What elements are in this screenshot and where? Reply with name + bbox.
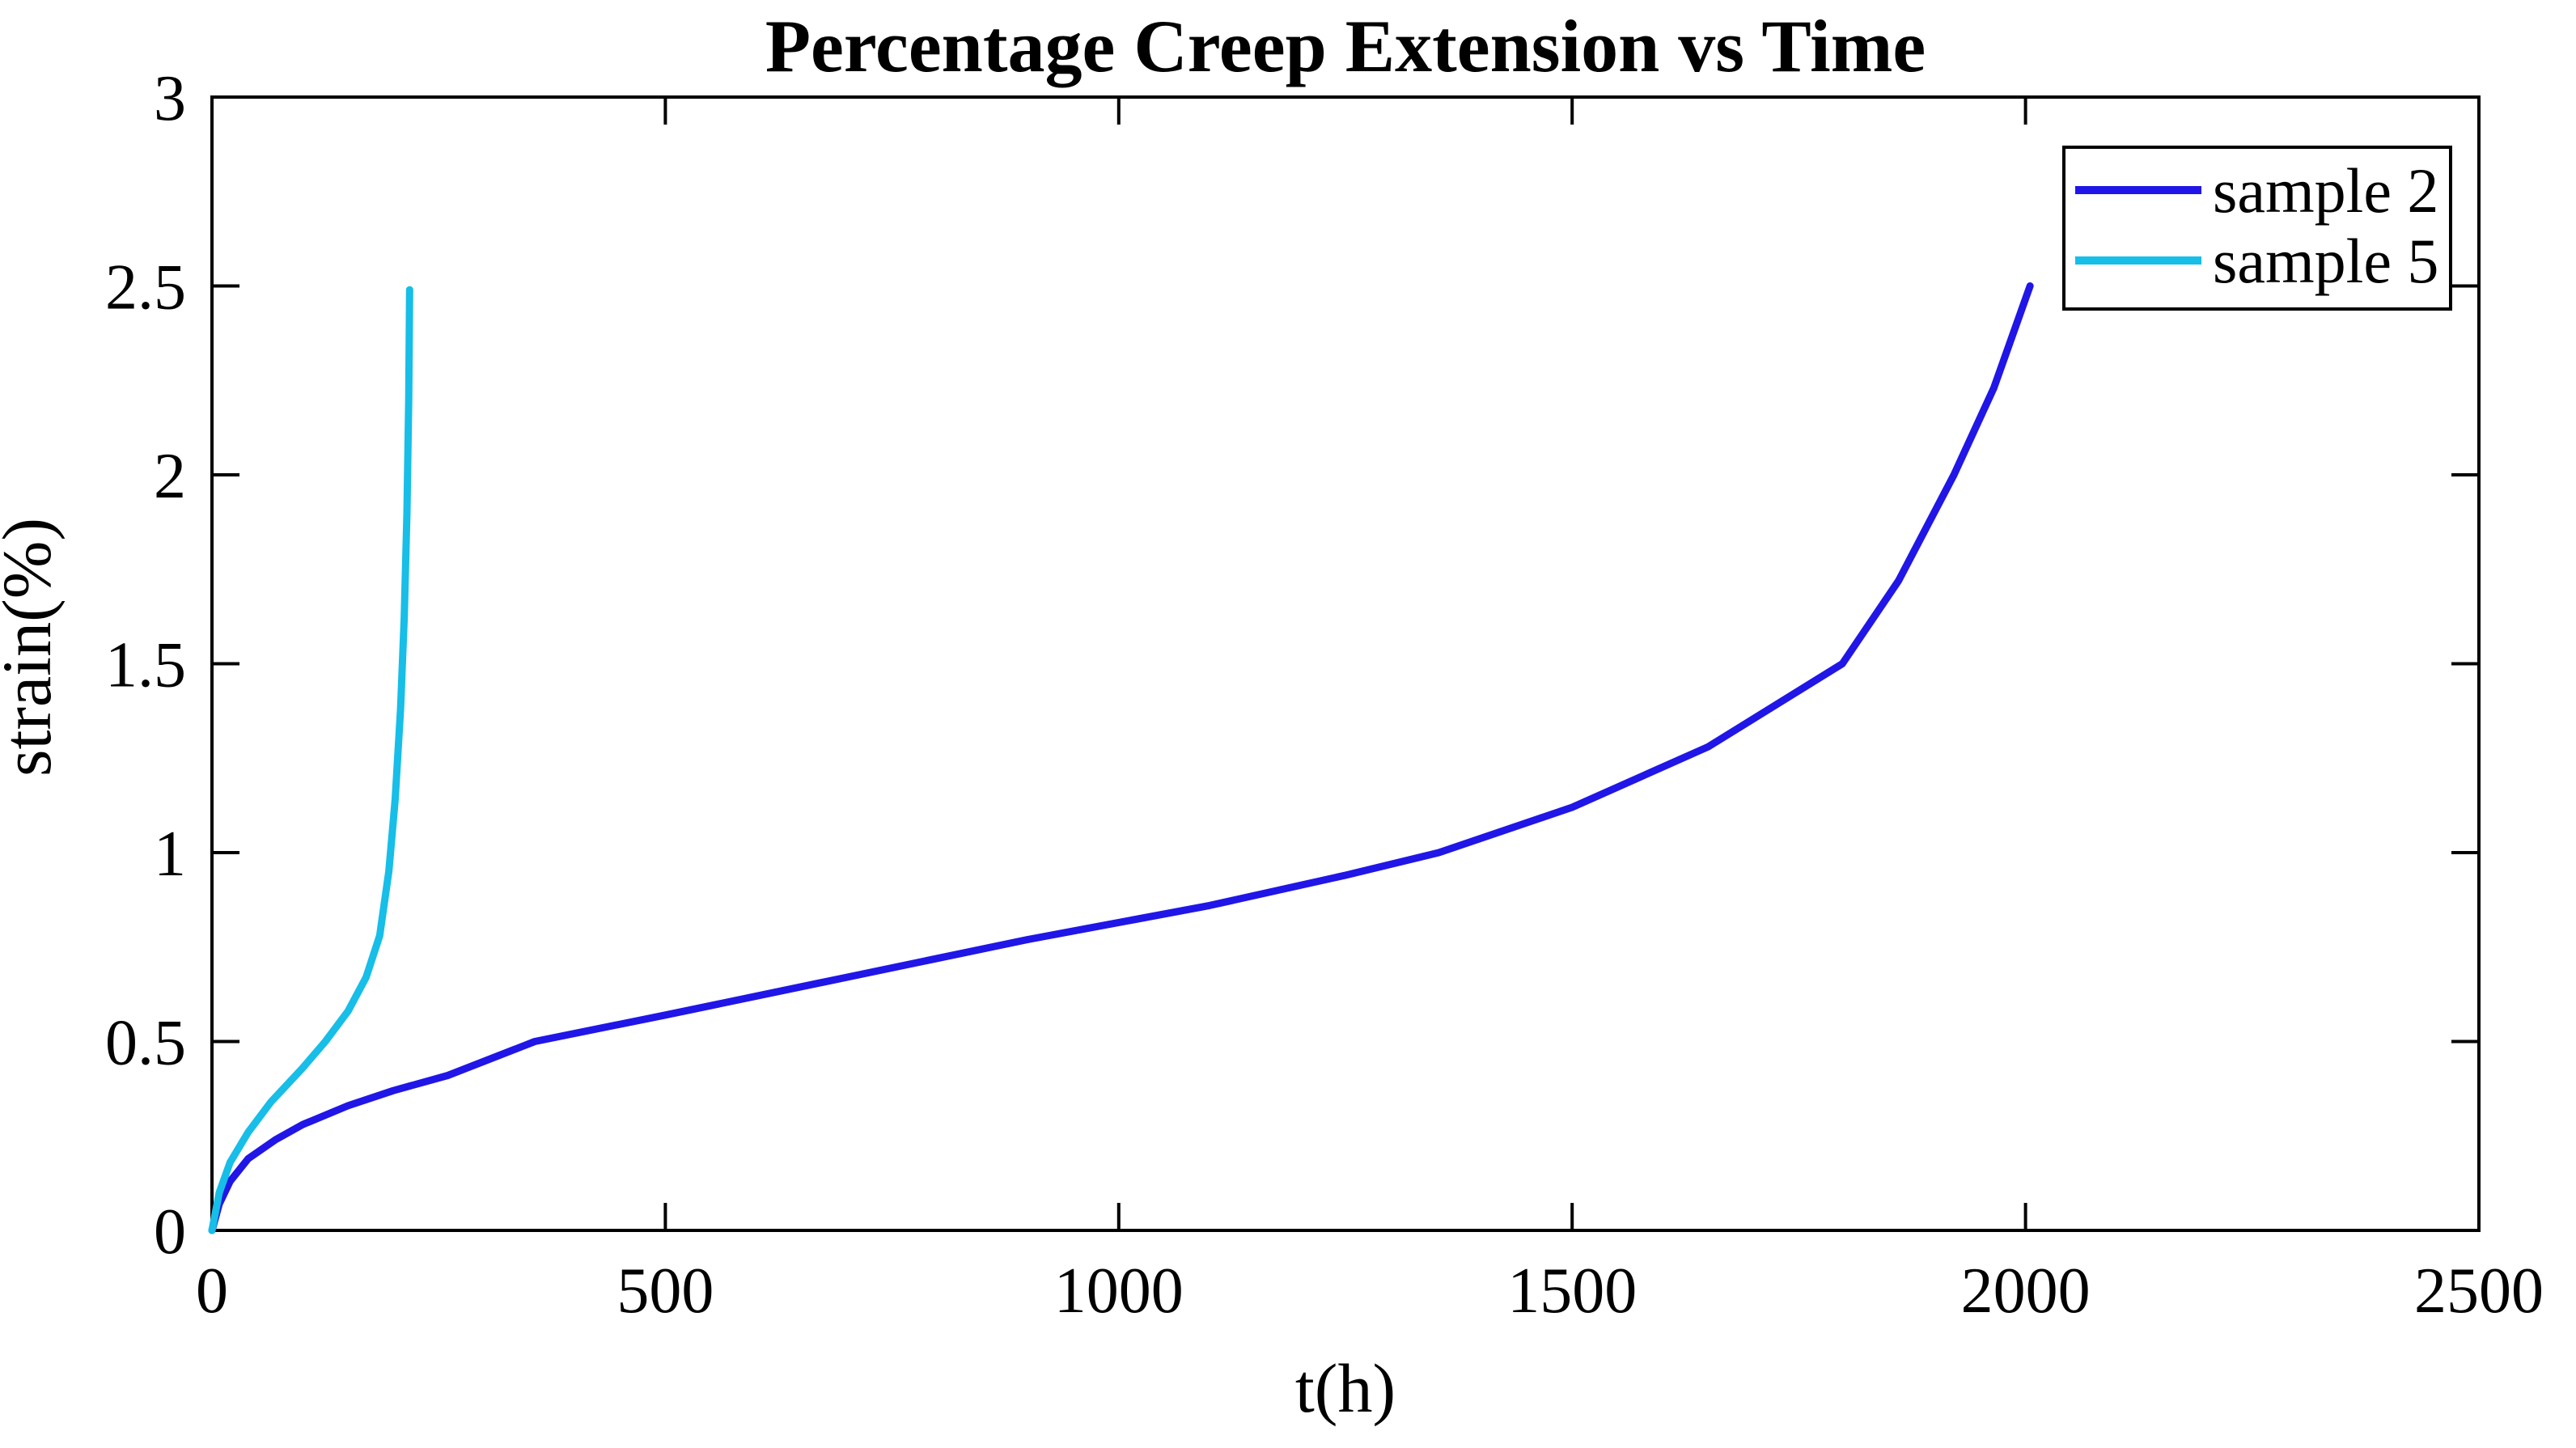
legend-label-sample-2: sample 2: [2213, 155, 2438, 226]
x-tick-label: 1000: [1054, 1255, 1184, 1327]
x-tick-label: 2000: [1961, 1255, 2091, 1327]
x-axis-label: t(h): [1295, 1349, 1396, 1427]
y-tick-label: 2.5: [105, 252, 186, 324]
x-tick-label: 1500: [1507, 1255, 1637, 1327]
axis-tick-labels: 0 500 1000 1500 2000 2500 0 0.5 1 1.5 2 2.5 3: [105, 63, 2544, 1327]
y-axis-label: strain(%): [0, 518, 66, 777]
x-tick-label: 2500: [2414, 1255, 2544, 1327]
x-tick-label: 500: [616, 1255, 714, 1327]
y-tick-label: 1: [154, 819, 186, 890]
series-line-sample-2: [208, 282, 2034, 1234]
series-line-sample-5: [208, 286, 413, 1234]
legend-label-sample-5: sample 5: [2213, 226, 2438, 296]
y-tick-label: 0.5: [105, 1008, 186, 1079]
y-tick-label: 0: [154, 1196, 186, 1268]
x-tick-label: 0: [196, 1255, 228, 1327]
y-tick-label: 2: [154, 441, 186, 512]
chart-title: Percentage Creep Extension vs Time: [765, 5, 1926, 87]
y-tick-label: 3: [154, 63, 186, 134]
series-lines: [208, 282, 2034, 1234]
axis-ticks: [210, 95, 2481, 1232]
y-tick-label: 1.5: [105, 630, 186, 701]
legend-box: [2062, 146, 2452, 311]
